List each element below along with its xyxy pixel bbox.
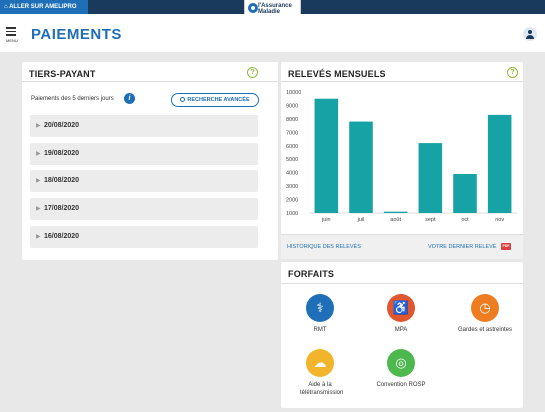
payment-date: 18/08/2020	[44, 177, 80, 184]
y-tick-label: 8000	[286, 117, 298, 123]
forfait-gardes-astreintes[interactable]: ◷ Gardes et astreintes	[447, 294, 523, 334]
info-icon[interactable]: i	[124, 93, 135, 104]
target-icon: ◎	[387, 349, 415, 377]
x-tick-label: juil	[357, 217, 365, 223]
forfait-label: Gardes et astreintes	[457, 327, 513, 333]
divider	[281, 283, 523, 284]
page-header: MENU PAIEMENTS	[0, 14, 545, 52]
payment-date: 20/08/2020	[44, 122, 80, 129]
ameli-pro-link[interactable]: ⌂ ALLER SUR AMELIPRO	[0, 0, 88, 14]
forfait-label: MPA	[394, 327, 408, 333]
hamburger-icon	[6, 27, 16, 29]
forfaits-card: FORFAITS ⚕ RMT ♿ MPA ◷ Gardes et astrein…	[281, 262, 523, 408]
y-tick-label: 6000	[286, 144, 298, 150]
forfait-label: Convention ROSP	[376, 382, 426, 388]
clock-icon: ◷	[471, 294, 499, 322]
x-tick-label: sept	[425, 217, 436, 223]
monthly-statements-card: RELEVÉS MENSUELS ? 1000 2000 3000 4000 5000 6…	[281, 62, 523, 259]
ameli-pro-link-label: ALLER SUR AMELIPRO	[9, 4, 77, 10]
icon-glyph: ♿	[392, 300, 410, 315]
statements-history-link[interactable]: HISTORIQUE DES RELEVÉS	[287, 244, 361, 250]
search-icon	[180, 97, 186, 102]
menu-button[interactable]: MENU	[6, 27, 20, 43]
walking-person-icon: ♿	[387, 294, 415, 322]
x-tick-label: août	[390, 217, 401, 223]
advanced-search-button[interactable]: RECHERCHE AVANCÉE	[171, 93, 259, 107]
y-tick-label: 10000	[286, 90, 301, 96]
forfait-rmt[interactable]: ⚕ RMT	[285, 294, 355, 334]
payment-date: 16/08/2020	[44, 233, 80, 240]
logo-mark-icon	[248, 3, 258, 13]
forfait-convention-rosp[interactable]: ◎ Convention ROSP	[366, 349, 436, 389]
x-tick-label: juin	[321, 217, 331, 223]
payment-day-row[interactable]: ▶ 19/08/2020	[30, 143, 258, 165]
y-tick-label: 1000	[286, 211, 298, 217]
monthly-statements-title: RELEVÉS MENSUELS	[288, 69, 386, 79]
payment-day-row[interactable]: ▶ 20/08/2020	[30, 115, 258, 137]
chevron-right-icon: ▶	[36, 151, 41, 157]
chevron-right-icon: ▶	[36, 123, 41, 129]
last-statement-link[interactable]: VOTRE DERNIER RELEVÉ	[428, 244, 497, 250]
divider	[281, 81, 523, 82]
icon-glyph: ⚕	[316, 300, 324, 315]
chevron-right-icon: ▶	[36, 178, 41, 184]
bar-sept[interactable]	[418, 143, 443, 213]
divider	[22, 81, 278, 82]
bar-nov[interactable]	[487, 114, 512, 213]
chevron-right-icon: ▶	[36, 234, 41, 240]
logo-text: l'Assurance Maladie	[258, 3, 292, 15]
help-icon[interactable]: ?	[247, 67, 258, 78]
payment-day-row[interactable]: ▶ 18/08/2020	[30, 170, 258, 192]
cloud-sync-icon: ☁	[306, 349, 334, 377]
hamburger-bar	[6, 30, 16, 32]
advanced-search-label: RECHERCHE AVANCÉE	[187, 97, 250, 103]
y-tick-label: 5000	[286, 157, 298, 163]
icon-glyph: ◎	[395, 355, 407, 370]
statements-footer: HISTORIQUE DES RELEVÉS VOTRE DERNIER REL…	[281, 234, 523, 259]
y-tick-label: 4000	[286, 171, 298, 177]
bar-août[interactable]	[383, 211, 408, 213]
forfait-label: Aide à la télétransmission	[300, 382, 344, 396]
hamburger-bar	[6, 34, 16, 36]
tiers-payant-title: TIERS-PAYANT	[29, 69, 96, 79]
bar-oct[interactable]	[453, 174, 477, 213]
bar-juin[interactable]	[314, 98, 339, 213]
tiers-payant-card: TIERS-PAYANT ? Paiements des 5 derniers …	[22, 62, 278, 260]
y-tick-label: 2000	[286, 198, 298, 204]
chevron-right-icon: ▶	[36, 206, 41, 212]
x-tick-label: oct	[461, 217, 469, 223]
payment-day-row[interactable]: ▶ 17/08/2020	[30, 198, 258, 220]
menu-label: MENU	[6, 37, 18, 43]
payments-subtitle: Paiements des 5 derniers jours	[31, 96, 114, 102]
user-account-icon[interactable]	[523, 27, 537, 41]
help-icon[interactable]: ?	[507, 67, 518, 78]
y-tick-label: 7000	[286, 130, 298, 136]
payment-date: 17/08/2020	[44, 205, 80, 212]
payment-day-row[interactable]: ▶ 16/08/2020	[30, 226, 258, 248]
bar-juil[interactable]	[349, 121, 373, 213]
forfaits-title: FORFAITS	[288, 269, 335, 279]
forfait-aide-teletransmission[interactable]: ☁ Aide à la télétransmission	[285, 349, 355, 397]
y-tick-label: 9000	[286, 103, 298, 109]
pdf-icon[interactable]: PDF	[501, 243, 511, 250]
y-tick-label: 3000	[286, 184, 298, 190]
forfait-mpa[interactable]: ♿ MPA	[366, 294, 436, 334]
page-title: PAIEMENTS	[31, 26, 122, 43]
doctor-icon: ⚕	[306, 294, 334, 322]
icon-glyph: ◷	[479, 300, 491, 315]
payment-date: 19/08/2020	[44, 150, 80, 157]
icon-glyph: ☁	[313, 355, 327, 370]
monthly-statements-chart: 1000 2000 3000 4000 5000 6000 7000 8000 9000 1000…	[286, 90, 517, 223]
x-tick-label: nov	[495, 217, 504, 223]
forfait-label: RMT	[313, 327, 327, 333]
home-icon: ⌂	[4, 4, 10, 10]
